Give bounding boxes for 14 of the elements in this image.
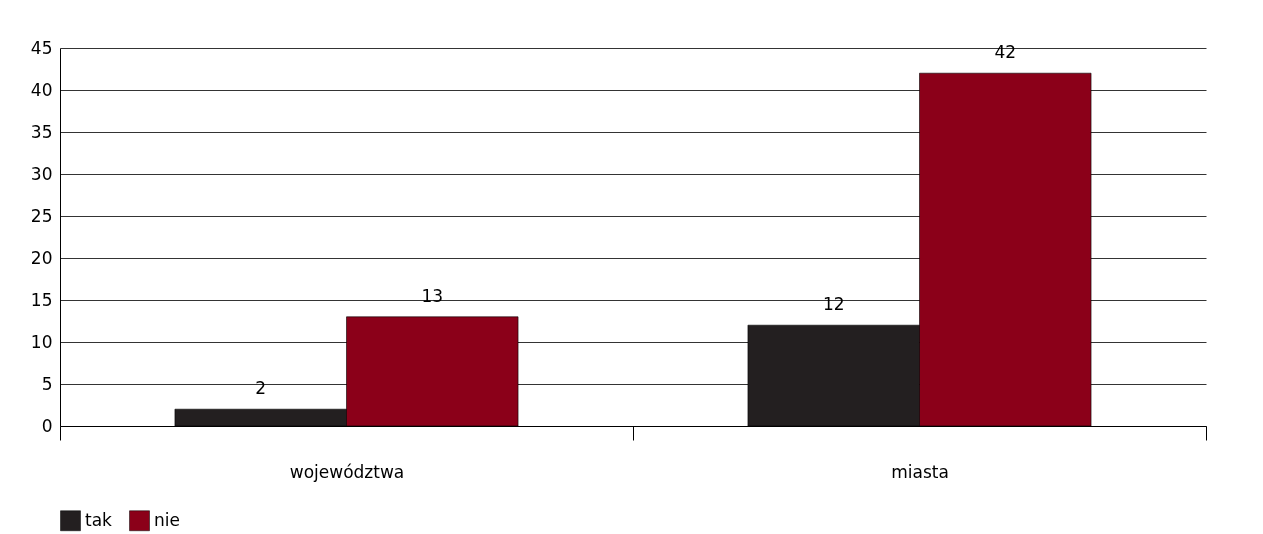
x-tick-label: miasta: [891, 461, 949, 482]
y-tick-label: 15: [30, 289, 53, 310]
y-tick-label: 45: [30, 37, 53, 58]
y-tick-label: 10: [30, 331, 53, 352]
x-tick-label: województwa: [289, 461, 405, 482]
legend-label: tak: [85, 509, 113, 530]
y-tick-label: 20: [30, 247, 53, 268]
legend-label: nie: [154, 509, 180, 530]
y-tick-label: 5: [41, 373, 53, 394]
y-tick-label: 40: [30, 79, 53, 100]
y-tick-label: 0: [41, 415, 53, 436]
y-tick-label: 35: [30, 121, 53, 142]
y-tick-label: 30: [30, 163, 53, 184]
y-tick-label: 25: [30, 205, 53, 226]
